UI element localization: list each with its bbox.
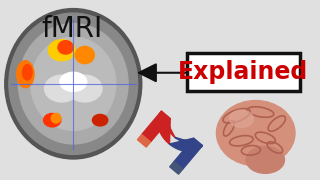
Ellipse shape <box>216 101 295 166</box>
Polygon shape <box>170 162 183 174</box>
Ellipse shape <box>58 41 73 54</box>
Text: Explained: Explained <box>178 60 308 84</box>
Text: fMRI: fMRI <box>41 15 102 43</box>
Polygon shape <box>158 111 175 144</box>
Ellipse shape <box>51 113 61 123</box>
Ellipse shape <box>31 37 116 130</box>
Ellipse shape <box>229 110 253 127</box>
Ellipse shape <box>48 40 75 61</box>
Ellipse shape <box>17 61 34 88</box>
Ellipse shape <box>68 75 102 102</box>
Ellipse shape <box>246 147 284 173</box>
Ellipse shape <box>44 113 61 127</box>
Ellipse shape <box>75 46 94 64</box>
Ellipse shape <box>60 72 87 91</box>
Polygon shape <box>170 137 203 151</box>
Ellipse shape <box>5 9 142 159</box>
Polygon shape <box>137 135 150 147</box>
Ellipse shape <box>22 65 32 80</box>
FancyBboxPatch shape <box>187 53 300 91</box>
Polygon shape <box>142 111 170 142</box>
Ellipse shape <box>44 75 79 102</box>
Polygon shape <box>174 138 203 169</box>
Ellipse shape <box>9 13 138 154</box>
Ellipse shape <box>92 114 108 126</box>
Ellipse shape <box>19 24 128 144</box>
